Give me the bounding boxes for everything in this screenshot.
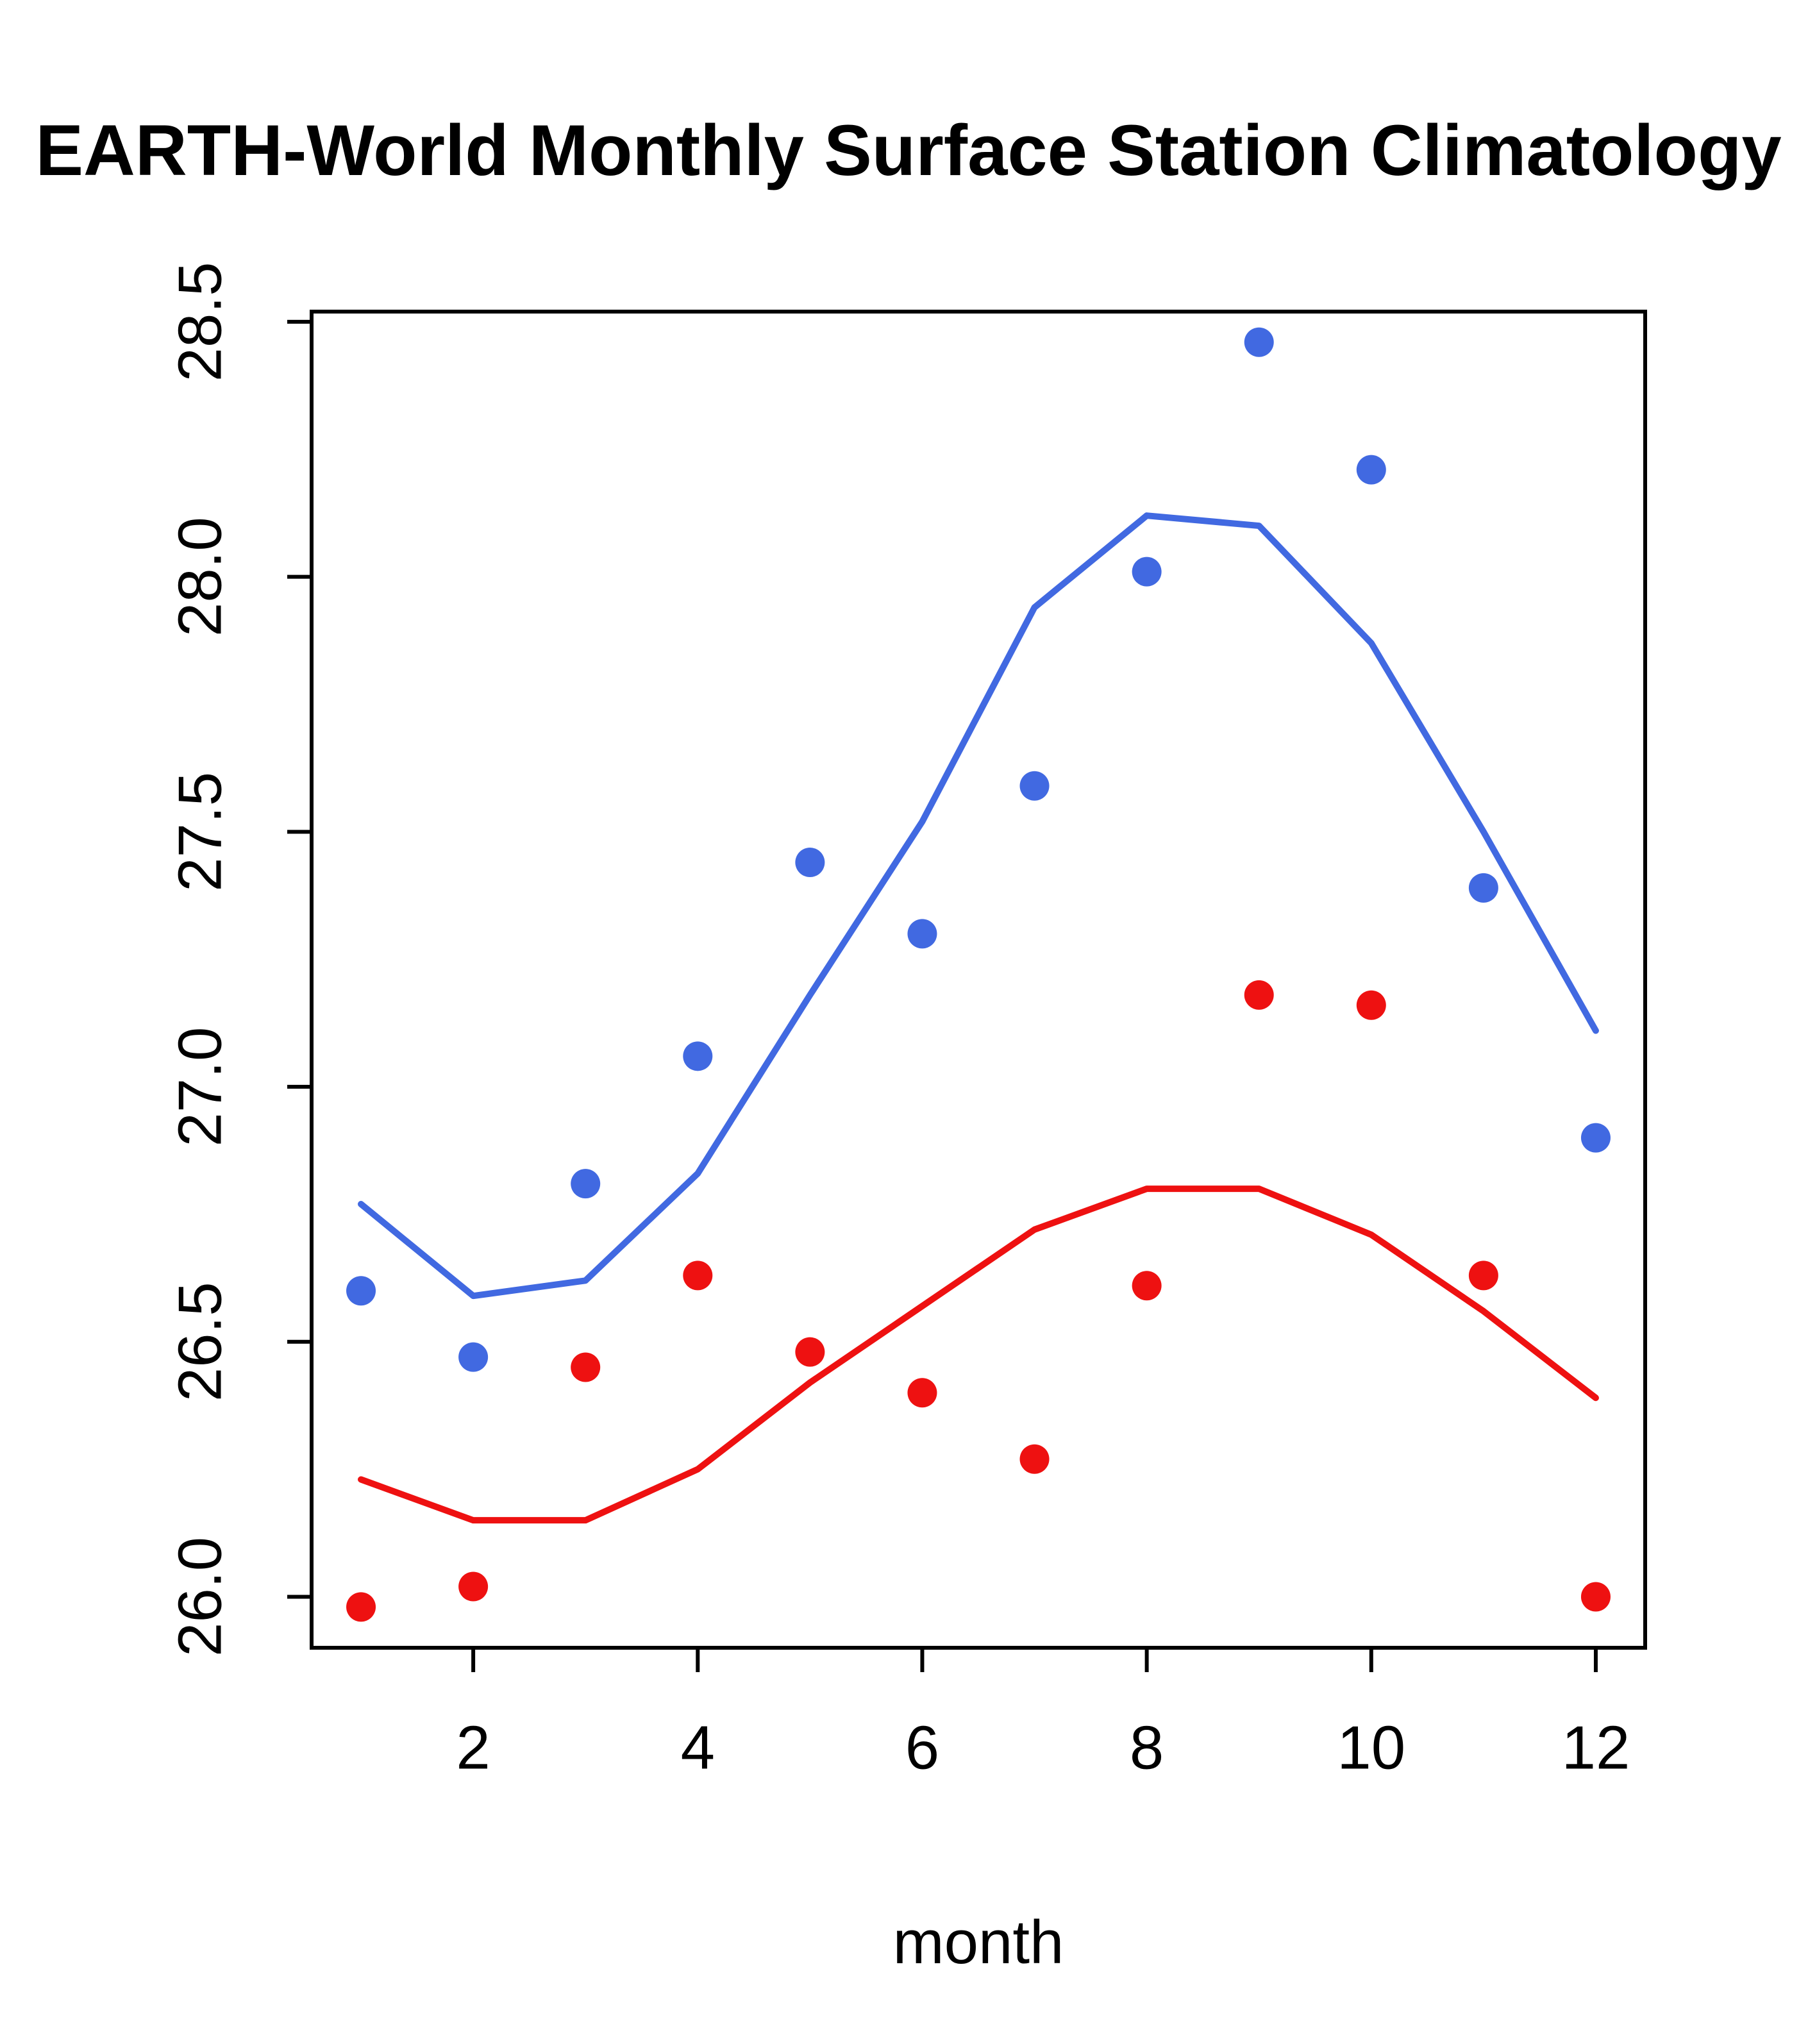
x-tick-label: 12 [1562,1714,1630,1782]
y-tick-label: 27.0 [166,1027,235,1147]
red-points-marker [907,1378,937,1408]
y-tick-label: 28.5 [166,262,235,381]
blue-points-marker [1132,557,1162,587]
red-points-marker [458,1571,489,1602]
x-tick-label: 4 [681,1714,715,1782]
blue-points-marker [1356,455,1386,485]
blue-smooth-line [358,512,1599,1300]
y-tick-label: 27.5 [166,772,235,892]
blue-points-marker [1580,1123,1611,1153]
plot-border [310,310,1647,1650]
red-points-marker [683,1261,713,1291]
blue-points-marker [1019,771,1050,801]
red-points-marker [1580,1582,1611,1612]
blue-points-marker [571,1169,601,1199]
red-points-marker [571,1352,601,1382]
blue-points-marker [458,1342,489,1372]
red-points-marker [1019,1444,1050,1474]
red-points-marker [346,1592,376,1622]
blue-points-marker [346,1276,376,1306]
red-points-marker [795,1337,825,1367]
blue-points-marker [907,919,937,949]
blue-points-marker [683,1041,713,1071]
red-points-marker [1468,1261,1498,1291]
red-points-marker [1244,980,1274,1010]
red-points-marker [1132,1271,1162,1301]
x-tick-label: 10 [1337,1714,1405,1782]
red-points-marker [1356,990,1386,1020]
red-smooth-line [358,1185,1599,1524]
y-tick-label: 26.0 [166,1537,235,1657]
x-tick-label: 8 [1130,1714,1164,1782]
y-tick-label: 28.0 [166,517,235,637]
blue-points-marker [1244,327,1274,357]
chart-title: EARTH-World Monthly Surface Station Clim… [35,110,1782,190]
x-axis-label: month [892,1908,1064,1977]
blue-points-marker [1468,873,1498,903]
x-tick-label: 6 [905,1714,939,1782]
x-tick-label: 2 [456,1714,490,1782]
blue-points-marker [795,848,825,878]
y-tick-label: 26.5 [166,1282,235,1402]
